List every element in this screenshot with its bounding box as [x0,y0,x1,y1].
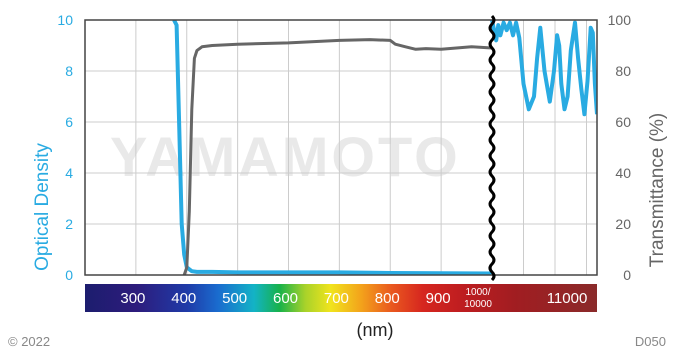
spectrum-break-label-top: 1000/ [465,287,490,298]
spectrum-label: 300 [120,290,145,307]
x-axis-unit: (nm) [357,320,394,340]
left-tick-label: 6 [65,114,73,130]
spectrum-break-label: 1000/10000 [464,287,492,310]
spectrum-break-label-bottom: 10000 [464,299,492,310]
watermark: YAMAMOTO [110,125,461,188]
figure-code: D050 [635,334,666,349]
right-tick-label: 60 [615,114,631,130]
spectrum-labels: 300 400 500 600 700 800 900 1000/10000 11000 [120,287,587,310]
right-tick-label: 20 [615,216,631,232]
left-tick-label: 4 [65,165,73,181]
spectrum-label: 11000 [547,290,588,307]
plot-frame [84,19,598,276]
left-axis-ticks: 0 2 4 6 8 10 [57,12,73,283]
spectrum-label: 500 [222,290,247,307]
grid [85,20,597,275]
spectrum-bar [85,284,597,312]
left-tick-label: 10 [57,12,73,28]
optical-density-line-far-ir [490,20,597,117]
right-tick-label: 100 [608,12,632,28]
left-tick-label: 8 [65,63,73,79]
copyright: © 2022 [8,334,50,349]
spectrum-label: 800 [375,290,400,307]
optical-density-line [172,20,493,275]
right-axis-title: Transmittance (%) [647,113,668,268]
left-tick-label: 2 [65,216,73,232]
right-axis-ticks: 0 20 40 60 80 100 [608,12,632,283]
spectrum-label: 900 [426,290,451,307]
spectrum-label: 700 [324,290,349,307]
right-tick-label: 40 [615,165,631,181]
right-tick-label: 0 [623,267,631,283]
axis-break-squiggle [488,14,496,282]
transmittance-line [182,38,493,275]
spectrum-label: 400 [171,290,196,307]
watermark-text: YAMAMOTO [110,125,461,188]
spectrum-label: 600 [273,290,298,307]
left-axis-title: Optical Density [32,143,53,271]
left-tick-label: 0 [65,267,73,283]
right-tick-label: 80 [615,63,631,79]
